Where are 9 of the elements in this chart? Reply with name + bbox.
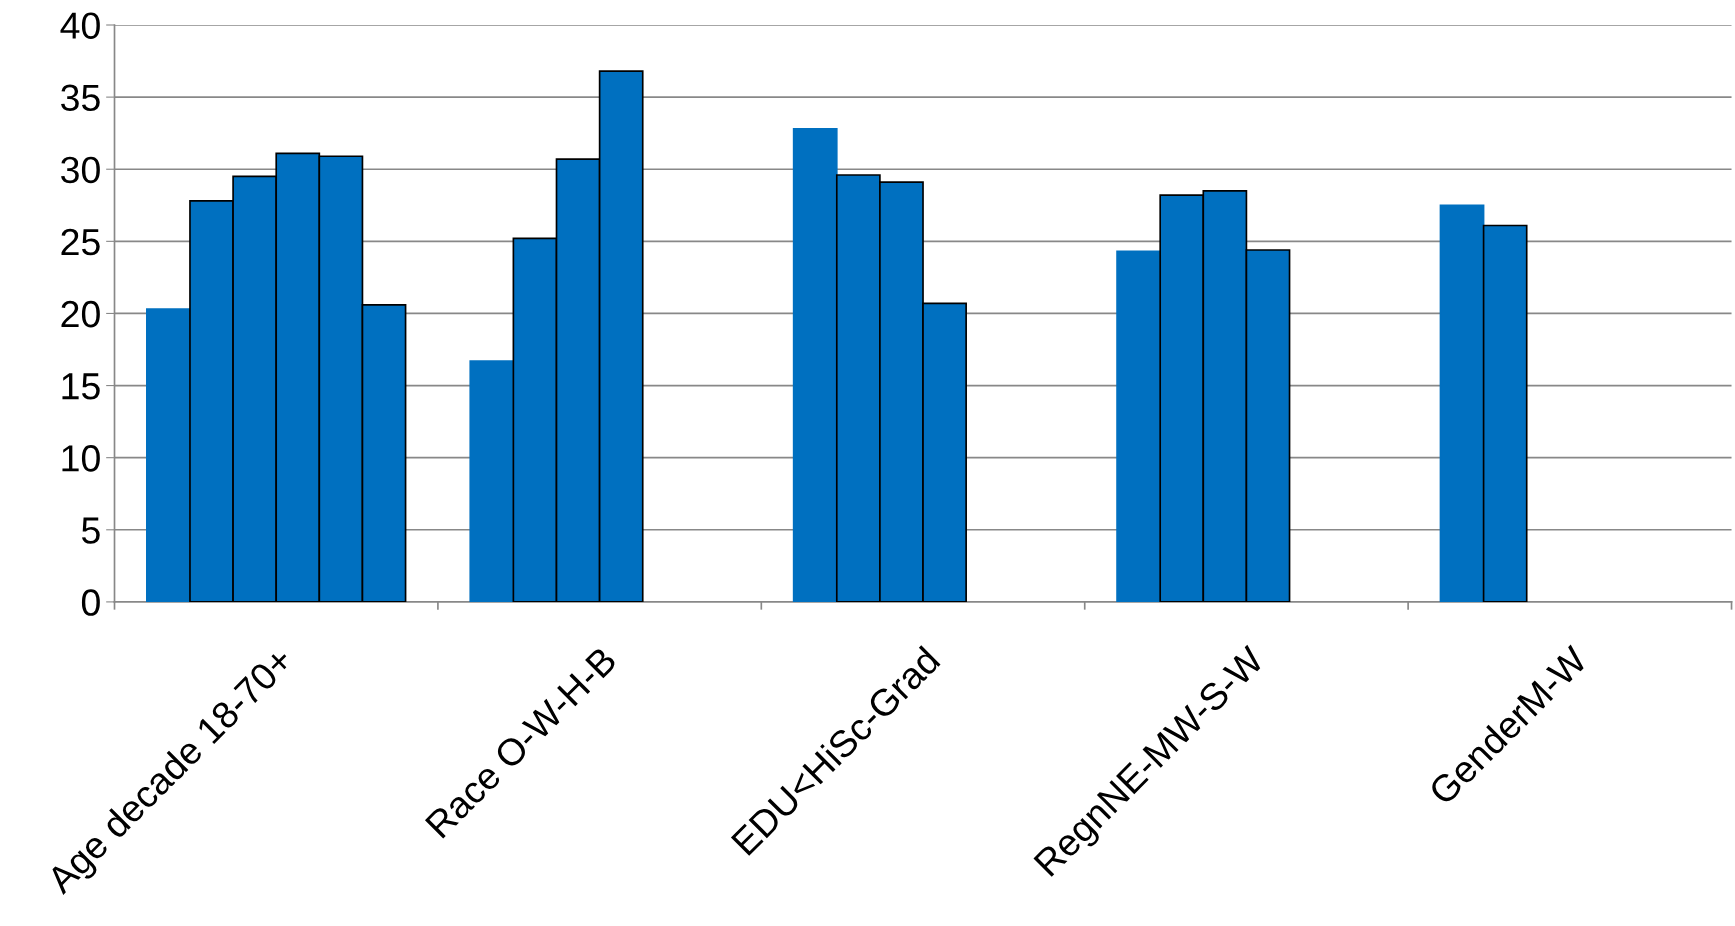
y-tick-label: 30	[61, 156, 100, 184]
y-tick-label: 5	[81, 517, 100, 544]
y-tick-label: 40	[60, 12, 100, 39]
y-tick-label: 15	[62, 373, 100, 400]
y-tick-label: 20	[61, 300, 100, 328]
y-tick-label: 0	[81, 589, 100, 616]
y-tick-label: 25	[61, 228, 100, 256]
y-tick-label: 35	[61, 84, 100, 112]
y-tick-label: 10	[62, 445, 100, 472]
